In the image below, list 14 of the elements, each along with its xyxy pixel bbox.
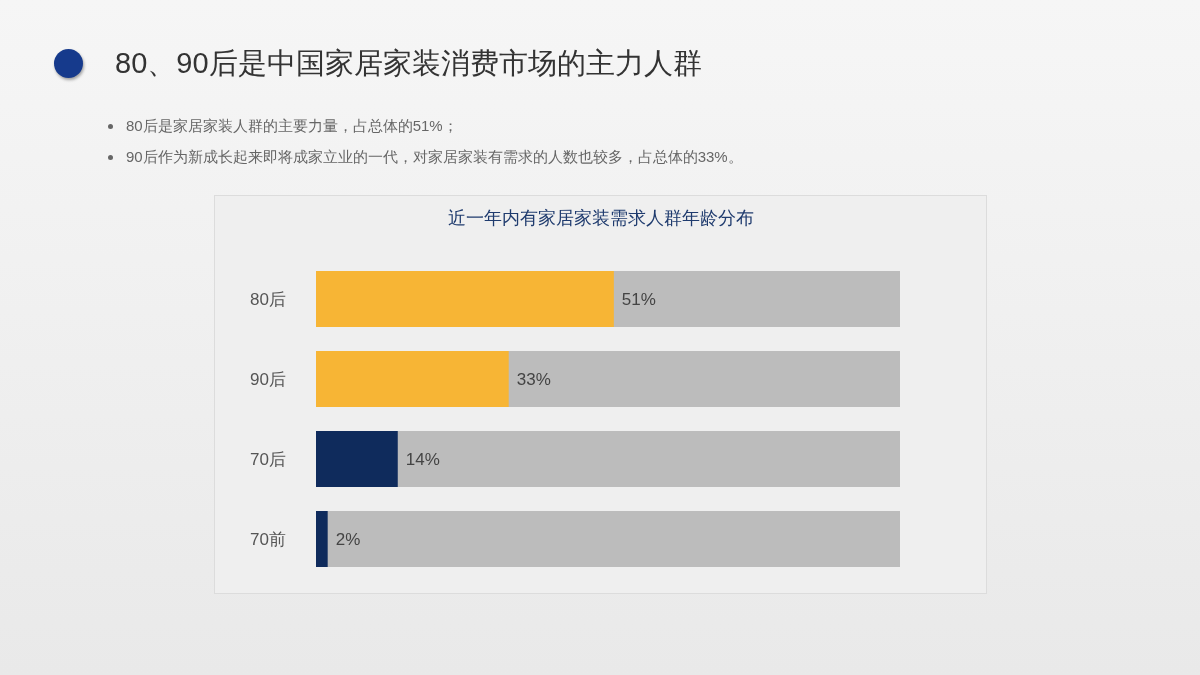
data-label: 51% [621, 289, 656, 309]
data-label: 14% [405, 449, 440, 469]
bar [316, 511, 328, 567]
data-label: 33% [516, 369, 551, 389]
text: 80后是家居家装人群的主要力量，占总体的51%； [126, 117, 458, 134]
chart-subtitle: 近一年内有家居家装需求人群年龄分布 [446, 207, 755, 230]
text: 90后作为新成长起来即将成家立业的一代，对家居家装有需求的人数也较多，占总体的33%。 [126, 148, 743, 165]
y-tick-label: 80后 [250, 289, 286, 309]
chart-title: 80、90后是中国家居家装消费市场的主力人群 [115, 46, 702, 81]
y-tick-label: 70前 [250, 529, 286, 549]
y-tick-label: 90后 [250, 369, 286, 389]
bar [316, 431, 398, 487]
y-tick-label: 70后 [250, 449, 286, 469]
data-label: 2% [335, 529, 361, 549]
